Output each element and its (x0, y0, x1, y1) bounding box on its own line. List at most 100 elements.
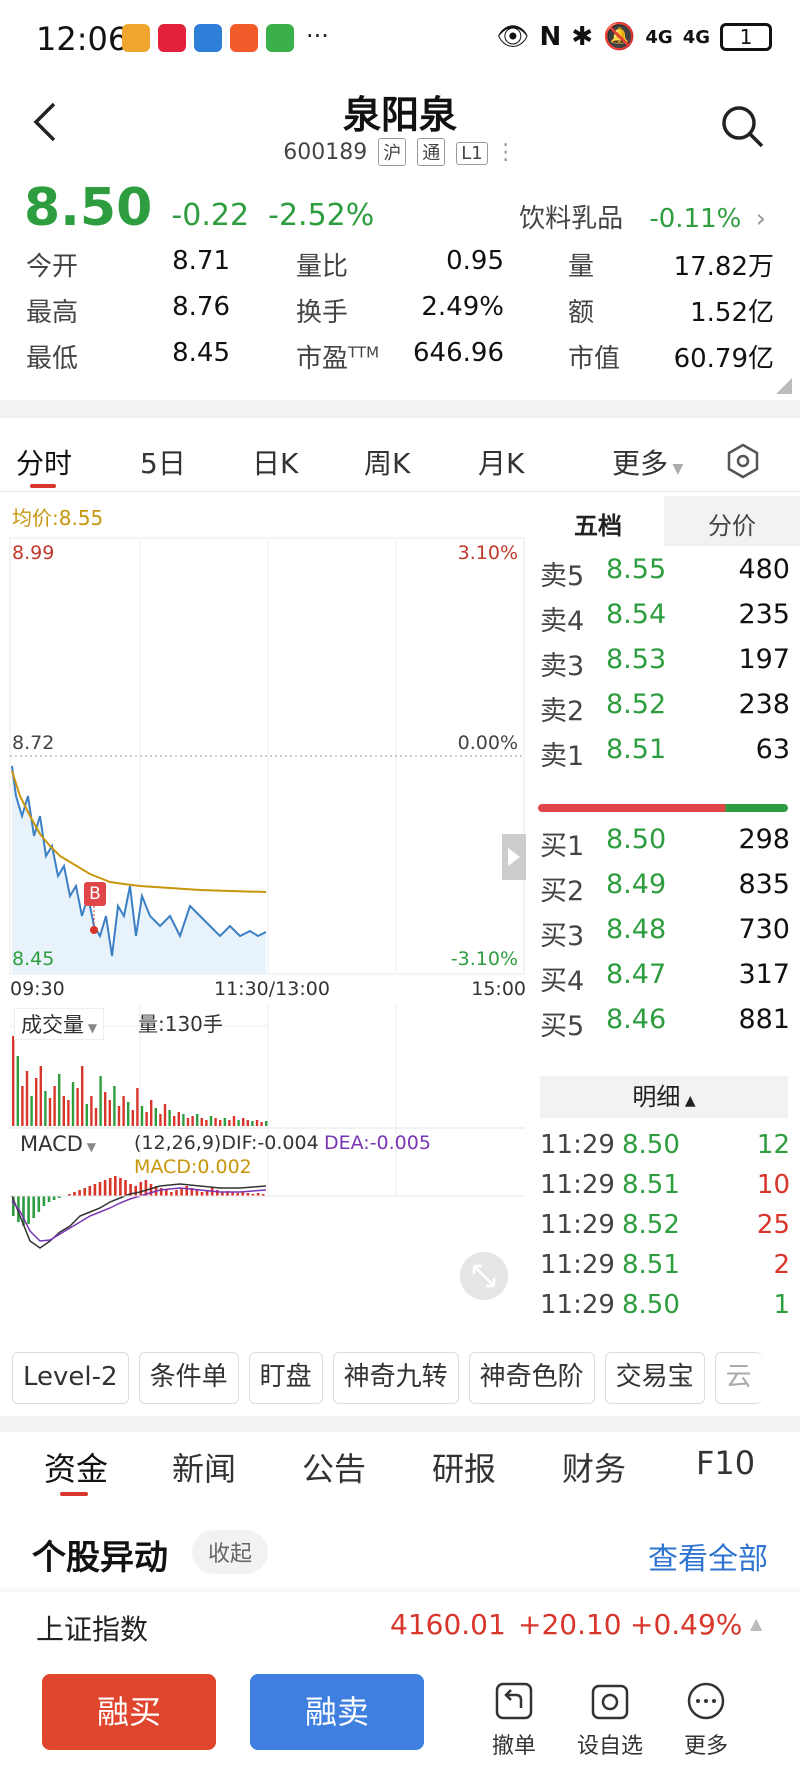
index-ticker[interactable]: 上证指数 4160.01 +20.10 +0.49% ▲ (0, 1592, 800, 1658)
more-button[interactable]: 更多 (666, 1680, 746, 1760)
back-button[interactable] (30, 100, 70, 150)
tab-5day[interactable]: 5日 (140, 447, 186, 480)
pct-high: 3.10% (457, 542, 518, 564)
macd-bar (241, 1192, 245, 1196)
tool-trade-treasure[interactable]: 交易宝 (604, 1352, 705, 1404)
bid-price: 8.47 (606, 959, 667, 990)
tick-time: 11:29 (540, 1210, 615, 1240)
ask-price: 8.54 (606, 599, 667, 630)
volume-bar (232, 1116, 236, 1126)
tab-news[interactable]: 新闻 (172, 1450, 237, 1488)
view-all-link[interactable]: 查看全部 (648, 1542, 768, 1577)
tab-monthly[interactable]: 月K (478, 447, 525, 480)
bid-price: 8.46 (606, 1004, 667, 1035)
tab-f10[interactable]: F10 (696, 1444, 756, 1482)
app-notification-icon (122, 24, 150, 52)
tab-intraday[interactable]: 分时 (16, 447, 73, 480)
add-watchlist-button[interactable]: 设自选 (570, 1680, 650, 1760)
tag-level: L1 (456, 142, 488, 165)
volume-bar (113, 1086, 116, 1126)
tab-more[interactable]: 更多 ▼ (612, 442, 683, 482)
caret-down-icon: ▼ (82, 1140, 96, 1154)
stat-mcap-label: 市值 (568, 344, 621, 374)
mute-icon: 🔕 (603, 22, 636, 52)
bid-volume: 730 (738, 914, 790, 945)
macd-bar (52, 1196, 56, 1200)
tool-cloud[interactable]: 云 (714, 1352, 762, 1404)
avg-price-label: 均价:8.55 (12, 506, 104, 530)
tab-five-levels[interactable]: 五档 (574, 512, 622, 540)
macd-bar (124, 1180, 127, 1196)
watchlist-icon (591, 1684, 629, 1720)
sector-link[interactable]: 饮料乳品 -0.11% › (519, 198, 766, 235)
tab-financials[interactable]: 财务 (562, 1450, 627, 1488)
more-dots-icon: ⋮ (494, 140, 517, 165)
bid-row[interactable]: 买4 8.47 317 (540, 959, 790, 999)
tab-price-dist[interactable]: 分价 (708, 512, 756, 540)
avg-line (11, 770, 267, 893)
collapse-button[interactable]: 收起 (192, 1530, 269, 1574)
ask-row[interactable]: 卖1 8.51 63 (540, 734, 790, 774)
bid-volume: 835 (738, 869, 790, 900)
margin-buy-button[interactable]: 融买 (42, 1674, 216, 1750)
settings-hex-icon[interactable] (724, 442, 762, 480)
tag-market: 沪 (378, 138, 407, 166)
macd-selector[interactable]: MACD ▼ (14, 1132, 102, 1156)
intraday-chart[interactable]: 均价:8.55 8.99 8.72 8.45 3.10% 0.00% -3.10… (0, 496, 528, 1336)
detail-label: 明细 (632, 1083, 681, 1111)
bid-row[interactable]: 买5 8.46 881 (540, 1004, 790, 1044)
signal-icon: 4G (645, 26, 673, 48)
undo-icon (495, 1682, 533, 1720)
tick-price: 8.51 (622, 1170, 680, 1200)
bid-row[interactable]: 买3 8.48 730 (540, 914, 790, 954)
margin-sell-button[interactable]: 融卖 (250, 1674, 424, 1750)
expand-corner-icon[interactable] (776, 378, 792, 394)
ask-row[interactable]: 卖2 8.52 238 (540, 689, 790, 729)
tool-watch[interactable]: 盯盘 (248, 1352, 323, 1404)
pct-low: -3.10% (450, 948, 518, 970)
bid-volume: 317 (738, 959, 790, 990)
macd-bar (88, 1186, 92, 1196)
volume-bar (104, 1092, 107, 1126)
search-button[interactable] (720, 104, 770, 154)
time-mid: 11:30/13:00 (214, 978, 330, 1000)
ask-row[interactable]: 卖3 8.53 197 (540, 644, 790, 684)
bid-label: 买2 (540, 876, 585, 907)
macd-bar (103, 1180, 107, 1196)
bid-price: 8.48 (606, 914, 667, 945)
stat-pe: 646.96 (413, 338, 504, 368)
tab-funds[interactable]: 资金 (44, 1450, 109, 1488)
volume-value: 量:130手 (138, 1012, 223, 1036)
tool-nine-turns[interactable]: 神奇九转 (332, 1352, 459, 1404)
tool-level2[interactable]: Level-2 (12, 1352, 129, 1404)
volume-bar (200, 1118, 203, 1126)
tool-color-scale[interactable]: 神奇色阶 (468, 1352, 595, 1404)
macd-bar (216, 1190, 219, 1196)
tab-research[interactable]: 研报 (432, 1450, 497, 1488)
bid-row[interactable]: 买2 8.49 835 (540, 869, 790, 909)
volume-bar (67, 1100, 70, 1126)
detail-header[interactable]: 明细 ▲ (540, 1076, 788, 1118)
volume-bar (246, 1120, 249, 1126)
tab-daily[interactable]: 日K (252, 447, 299, 480)
ask-row[interactable]: 卖5 8.55 480 (540, 554, 790, 594)
macd-bar (261, 1194, 265, 1196)
stat-volratio-label: 量比 (296, 252, 349, 282)
chart-tabs: 分时 5日 日K 周K 月K 更多 ▼ (0, 436, 800, 492)
bid-row[interactable]: 买1 8.50 298 (540, 824, 790, 864)
ask-row[interactable]: 卖4 8.54 235 (540, 599, 790, 639)
macd-bar (200, 1192, 204, 1196)
tab-announcements[interactable]: 公告 (302, 1450, 367, 1488)
macd-bar (159, 1188, 163, 1196)
cancel-order-button[interactable]: 撤单 (474, 1680, 554, 1760)
tool-conditional-order[interactable]: 条件单 (138, 1352, 239, 1404)
volume-bar (48, 1098, 52, 1126)
volume-selector[interactable]: 成交量 ▼ (14, 1008, 105, 1040)
ask-label: 卖5 (540, 561, 585, 592)
macd-bar (149, 1184, 153, 1196)
tab-weekly[interactable]: 周K (364, 447, 411, 480)
volume-bar (136, 1088, 139, 1126)
y-high: 8.99 (12, 542, 55, 564)
stat-vol: 17.82万 (673, 252, 774, 282)
bid-price: 8.49 (606, 869, 667, 900)
